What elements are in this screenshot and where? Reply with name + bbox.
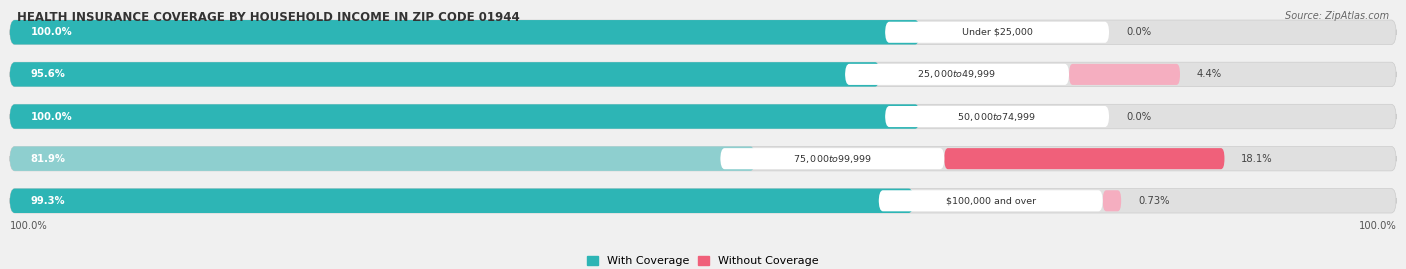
- Text: 0.0%: 0.0%: [1126, 112, 1152, 122]
- Text: 99.3%: 99.3%: [31, 196, 66, 206]
- Text: 4.4%: 4.4%: [1197, 69, 1222, 79]
- FancyBboxPatch shape: [10, 62, 880, 87]
- Text: HEALTH INSURANCE COVERAGE BY HOUSEHOLD INCOME IN ZIP CODE 01944: HEALTH INSURANCE COVERAGE BY HOUSEHOLD I…: [17, 11, 520, 24]
- FancyBboxPatch shape: [10, 104, 1396, 129]
- Text: Source: ZipAtlas.com: Source: ZipAtlas.com: [1285, 11, 1389, 21]
- FancyBboxPatch shape: [10, 20, 920, 44]
- Text: $75,000 to $99,999: $75,000 to $99,999: [793, 153, 872, 165]
- Text: 100.0%: 100.0%: [10, 221, 48, 231]
- Text: 81.9%: 81.9%: [31, 154, 66, 164]
- FancyBboxPatch shape: [10, 62, 1396, 87]
- Text: 100.0%: 100.0%: [31, 27, 73, 37]
- Text: $100,000 and over: $100,000 and over: [946, 196, 1036, 205]
- FancyBboxPatch shape: [10, 104, 920, 129]
- FancyBboxPatch shape: [10, 189, 914, 213]
- Text: 100.0%: 100.0%: [1358, 221, 1396, 231]
- FancyBboxPatch shape: [10, 20, 1396, 44]
- FancyBboxPatch shape: [1069, 64, 1180, 85]
- Text: Under $25,000: Under $25,000: [962, 28, 1032, 37]
- FancyBboxPatch shape: [879, 190, 1102, 211]
- Text: $25,000 to $49,999: $25,000 to $49,999: [918, 68, 997, 80]
- Text: 95.6%: 95.6%: [31, 69, 66, 79]
- Text: $50,000 to $74,999: $50,000 to $74,999: [957, 111, 1036, 123]
- Legend: With Coverage, Without Coverage: With Coverage, Without Coverage: [582, 251, 824, 269]
- FancyBboxPatch shape: [845, 64, 1069, 85]
- FancyBboxPatch shape: [10, 146, 1396, 171]
- Text: 100.0%: 100.0%: [31, 112, 73, 122]
- FancyBboxPatch shape: [945, 148, 1225, 169]
- Text: 18.1%: 18.1%: [1241, 154, 1272, 164]
- FancyBboxPatch shape: [884, 106, 1109, 127]
- FancyBboxPatch shape: [1102, 190, 1121, 211]
- FancyBboxPatch shape: [10, 189, 1396, 213]
- FancyBboxPatch shape: [720, 148, 945, 169]
- Text: 0.73%: 0.73%: [1137, 196, 1170, 206]
- FancyBboxPatch shape: [884, 22, 1109, 43]
- Text: 0.0%: 0.0%: [1126, 27, 1152, 37]
- FancyBboxPatch shape: [10, 146, 755, 171]
